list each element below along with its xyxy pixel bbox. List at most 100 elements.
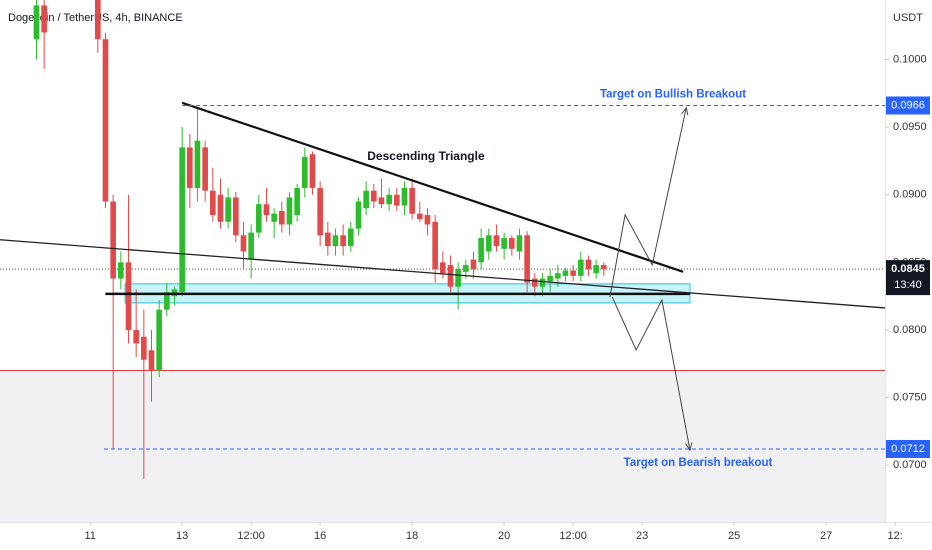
x-tick-label: 11: [84, 530, 95, 542]
y-tick-label: 0.0800: [893, 324, 927, 336]
candle-body: [233, 197, 239, 236]
candle-body: [194, 140, 201, 188]
candle-body: [562, 270, 569, 276]
y-tick-label: 0.0700: [893, 459, 927, 471]
candle-body: [271, 213, 277, 222]
candle-body: [470, 259, 477, 270]
trend-line: [0, 239, 886, 309]
triangle-upper: [181, 101, 684, 273]
target-price-label: 0.0712: [891, 443, 925, 455]
x-tick-label: 13: [176, 530, 188, 542]
y-tick-label: 0.1000: [893, 53, 927, 65]
candle-body: [263, 204, 270, 216]
candle-body: [179, 147, 185, 293]
candle-body: [125, 262, 132, 330]
candle-body: [294, 187, 300, 216]
candle-body: [371, 190, 377, 202]
x-tick-label: 12:00: [559, 530, 587, 542]
candle-body: [187, 147, 193, 188]
target-price-label: 0.0966: [891, 99, 925, 111]
candle-body: [317, 187, 323, 236]
x-tick-label: 20: [498, 530, 510, 542]
candle-body: [256, 204, 262, 233]
candle-body: [509, 238, 515, 249]
target-text: Target on Bullish Breakout: [600, 89, 746, 101]
candle-body: [432, 221, 438, 270]
x-tick-label: 12:00: [237, 530, 265, 542]
candle-body: [156, 309, 162, 371]
candle-body: [455, 269, 461, 287]
candle-body: [440, 262, 446, 274]
candle-body: [539, 278, 546, 287]
candle-body: [478, 238, 484, 263]
candle-body: [133, 329, 139, 344]
x-tick-label: 27: [820, 530, 832, 542]
candle-body: [33, 5, 40, 40]
candle-body: [340, 235, 346, 247]
countdown: 13:40: [894, 279, 922, 291]
currency: USDT: [893, 12, 923, 24]
candle-body: [240, 235, 247, 252]
last-price-label: 0.0845: [891, 263, 925, 275]
y-tick-label: 0.0950: [893, 121, 927, 133]
candle-body: [325, 232, 331, 247]
candle-body: [118, 262, 124, 279]
candle-body: [286, 197, 293, 225]
candle-body: [248, 232, 254, 260]
candle-body: [409, 187, 415, 214]
x-tick-label: 23: [636, 530, 648, 542]
y-tick-label: 0.0900: [893, 189, 927, 201]
candle-body: [355, 201, 362, 229]
x-tick-label: 18: [406, 530, 418, 542]
candle-body: [601, 265, 607, 270]
candle-body: [524, 235, 530, 283]
x-tick-label: 12:: [887, 530, 902, 542]
candle-body: [501, 238, 507, 249]
candle-body: [41, 5, 47, 33]
candle-body: [555, 273, 561, 279]
candle-body: [202, 147, 208, 191]
candle-body: [141, 336, 147, 360]
candle-body: [532, 278, 538, 287]
candle-body: [463, 265, 469, 272]
projection-arrow: [611, 296, 690, 450]
x-tick-label: 16: [314, 530, 326, 542]
candle-body: [279, 210, 285, 225]
candle-body: [225, 197, 231, 222]
candle-body: [148, 350, 155, 371]
candle-body: [493, 235, 500, 247]
candle-body: [210, 190, 216, 216]
candle-body: [164, 292, 170, 310]
candle-body: [378, 197, 385, 205]
candle-body: [332, 235, 339, 247]
projection-arrow: [609, 108, 686, 298]
candle-body: [570, 270, 576, 276]
candle-body: [578, 259, 584, 276]
pattern-label: Descending Triangle: [367, 149, 485, 163]
target-text: Target on Bearish breakout: [624, 457, 773, 469]
candle-body: [217, 194, 224, 222]
candle-body: [386, 194, 392, 205]
candle-body: [516, 235, 523, 252]
candle-body: [417, 213, 423, 220]
candle-body: [302, 156, 308, 188]
candle-body: [110, 201, 116, 279]
y-tick-label: 0.0750: [893, 391, 927, 403]
candle-body: [394, 194, 400, 206]
candle-body: [348, 228, 354, 247]
candle-body: [401, 187, 408, 206]
candle-body: [547, 275, 553, 282]
candle-body: [363, 190, 369, 209]
candle-body: [95, 0, 101, 40]
candle-body: [309, 154, 316, 188]
target-price-tag: [886, 96, 930, 115]
candle-body: [447, 265, 454, 287]
candle-body: [486, 235, 492, 252]
last-price-tag: [886, 260, 930, 296]
candle-body: [585, 259, 592, 270]
target-price-tag: [886, 439, 930, 458]
candle-body: [593, 265, 599, 274]
lower-zone: [0, 370, 885, 522]
candle-body: [102, 39, 109, 202]
